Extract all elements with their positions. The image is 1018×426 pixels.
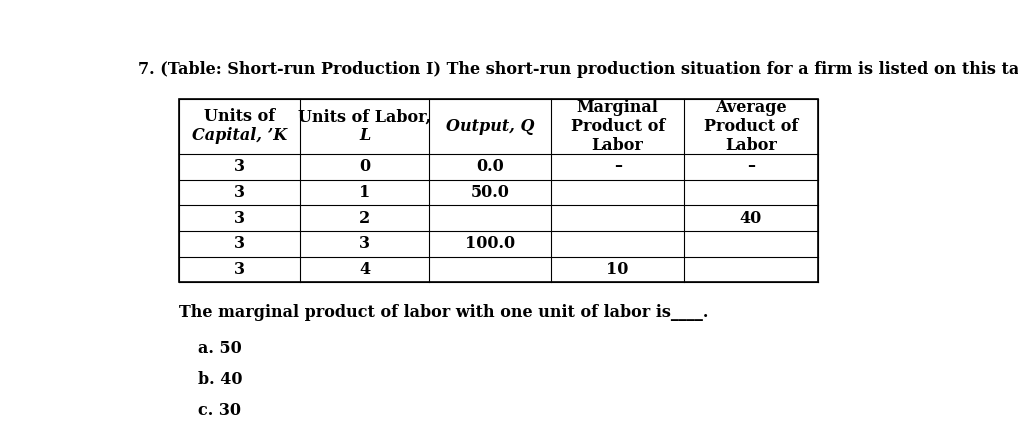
Text: –: – [614,158,622,175]
Text: c. 30: c. 30 [199,402,241,419]
Text: Units of: Units of [204,108,275,125]
Text: Labor: Labor [591,137,643,154]
Text: 3: 3 [234,210,244,227]
Text: L: L [359,127,371,144]
Text: –: – [747,158,755,175]
Text: 10: 10 [607,261,629,278]
Text: 0: 0 [359,158,371,175]
Text: 3: 3 [234,261,244,278]
Text: Average: Average [715,99,787,116]
Text: The marginal product of labor with one unit of labor is____.: The marginal product of labor with one u… [178,304,708,321]
Text: Capital, ’K: Capital, ’K [191,127,287,144]
Text: 100.0: 100.0 [465,235,515,252]
Text: 1: 1 [359,184,371,201]
Text: 50.0: 50.0 [470,184,510,201]
Text: Units of Labor,: Units of Labor, [298,108,432,125]
Text: 7. (Table: Short-run Production I) The short-run production situation for a firm: 7. (Table: Short-run Production I) The s… [137,61,1018,78]
Text: Product of: Product of [703,118,798,135]
Text: 3: 3 [359,235,371,252]
Text: 2: 2 [359,210,371,227]
Text: 3: 3 [234,235,244,252]
Text: Marginal: Marginal [577,99,659,116]
Text: 3: 3 [234,184,244,201]
Text: 40: 40 [740,210,762,227]
Text: Output, Q: Output, Q [446,118,534,135]
Text: 3: 3 [234,158,244,175]
Text: a. 50: a. 50 [199,340,242,357]
Text: b. 40: b. 40 [199,371,242,388]
Text: 0.0: 0.0 [476,158,504,175]
Text: Product of: Product of [570,118,665,135]
Text: Labor: Labor [725,137,777,154]
Text: 4: 4 [359,261,371,278]
